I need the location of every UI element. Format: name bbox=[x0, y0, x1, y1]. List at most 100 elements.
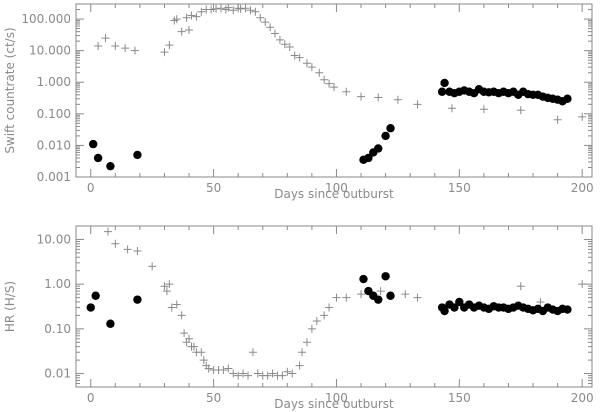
x-tick-label: 200 bbox=[571, 391, 594, 405]
data-point-plus bbox=[229, 6, 238, 15]
data-point-circle bbox=[563, 305, 572, 314]
data-point-circle bbox=[106, 319, 115, 328]
data-point-plus bbox=[283, 367, 292, 376]
x-tick-label: 100 bbox=[325, 181, 348, 195]
y-axis-label: Swift countrate (ct/s) bbox=[3, 27, 17, 153]
plot-frame bbox=[75, 225, 593, 388]
data-point-plus bbox=[295, 361, 304, 370]
data-point-circle bbox=[450, 303, 459, 312]
data-point-plus bbox=[224, 364, 233, 373]
x-tick-label: 0 bbox=[87, 391, 95, 405]
data-point-circle bbox=[374, 295, 383, 304]
data-point-plus bbox=[447, 104, 456, 113]
data-point-plus bbox=[172, 300, 181, 309]
data-point-circle bbox=[563, 94, 572, 103]
data-point-plus bbox=[302, 338, 311, 347]
series-plus-markers bbox=[103, 227, 587, 380]
data-point-plus bbox=[342, 293, 351, 302]
y-tick-label: 1.00 bbox=[44, 277, 71, 291]
data-point-circle bbox=[437, 87, 447, 96]
x-tick-label: 150 bbox=[448, 391, 471, 405]
data-point-plus bbox=[325, 79, 334, 88]
data-point-circle bbox=[86, 303, 95, 312]
data-point-plus bbox=[374, 93, 383, 102]
data-point-plus bbox=[177, 311, 186, 320]
data-point-plus bbox=[280, 40, 289, 49]
data-point-circle bbox=[381, 272, 390, 281]
data-point-plus bbox=[189, 342, 198, 351]
data-point-circle bbox=[89, 139, 98, 149]
data-point-plus bbox=[275, 35, 284, 44]
data-point-plus bbox=[111, 239, 120, 248]
data-point-plus bbox=[330, 83, 338, 92]
data-point-plus bbox=[94, 42, 103, 51]
data-point-plus bbox=[263, 371, 272, 380]
data-point-plus bbox=[401, 290, 410, 299]
data-point-plus bbox=[320, 75, 329, 84]
series-filled-circles bbox=[89, 78, 572, 171]
x-axis-label: Days since outburst bbox=[274, 397, 394, 411]
data-point-circle bbox=[133, 295, 142, 304]
data-point-plus bbox=[357, 92, 366, 101]
data-point-circle bbox=[364, 153, 373, 163]
y-axis-label: HR (H/S) bbox=[3, 281, 17, 332]
x-tick-label: 0 bbox=[87, 181, 95, 195]
data-point-plus bbox=[239, 369, 248, 378]
data-point-circle bbox=[386, 291, 395, 300]
data-point-circle bbox=[386, 124, 395, 133]
data-point-plus bbox=[553, 115, 562, 124]
data-point-plus bbox=[479, 105, 488, 114]
data-point-plus bbox=[199, 356, 208, 365]
data-point-plus bbox=[241, 4, 250, 13]
data-point-plus bbox=[256, 13, 265, 22]
y-tick-label: 0.01 bbox=[44, 367, 71, 381]
data-point-plus bbox=[192, 12, 201, 21]
x-tick-label: 50 bbox=[206, 181, 221, 195]
data-point-plus bbox=[185, 26, 194, 35]
data-point-plus bbox=[246, 6, 255, 15]
y-tick-label: 0.010 bbox=[37, 138, 71, 152]
data-point-plus bbox=[172, 15, 181, 24]
data-point-plus bbox=[295, 53, 304, 62]
data-point-plus bbox=[216, 4, 225, 13]
data-point-plus bbox=[307, 324, 316, 333]
data-point-plus bbox=[342, 87, 351, 96]
data-point-plus bbox=[516, 282, 525, 291]
data-point-plus bbox=[162, 287, 171, 296]
data-point-plus bbox=[103, 227, 112, 236]
y-tick-label: 10.00 bbox=[37, 232, 71, 246]
data-point-plus bbox=[165, 41, 174, 50]
y-tick-label: 100.000 bbox=[21, 12, 71, 26]
y-tick-label: 0.10 bbox=[44, 322, 71, 336]
x-tick-label: 100 bbox=[325, 391, 348, 405]
data-point-plus bbox=[197, 7, 206, 16]
data-point-plus bbox=[197, 348, 206, 357]
data-point-plus bbox=[185, 334, 194, 343]
data-point-plus bbox=[290, 51, 299, 60]
data-point-plus bbox=[165, 280, 174, 289]
data-point-plus bbox=[315, 68, 324, 77]
data-point-plus bbox=[271, 29, 280, 38]
data-point-plus bbox=[148, 262, 157, 271]
data-point-circle bbox=[440, 78, 449, 88]
data-point-plus bbox=[413, 293, 422, 302]
x-tick-label: 50 bbox=[206, 391, 221, 405]
panel-countrate: 0 50 100 150 200 0.001 0.010 0.100 1.000 10.000 10… bbox=[3, 3, 594, 201]
data-point-plus bbox=[111, 42, 120, 51]
data-point-plus bbox=[123, 245, 132, 254]
data-point-circle bbox=[440, 306, 449, 316]
data-point-plus bbox=[357, 290, 366, 299]
data-point-plus bbox=[160, 48, 169, 57]
data-point-plus bbox=[101, 34, 110, 43]
data-point-plus bbox=[393, 95, 402, 104]
y-tick-label: 0.001 bbox=[37, 170, 71, 184]
data-point-plus bbox=[224, 3, 233, 12]
data-point-plus bbox=[130, 46, 139, 55]
data-point-plus bbox=[516, 106, 525, 115]
data-point-plus bbox=[288, 369, 297, 378]
data-point-plus bbox=[307, 63, 316, 72]
x-tick-label: 200 bbox=[571, 181, 594, 195]
data-point-plus bbox=[133, 247, 142, 256]
data-point-circle bbox=[106, 161, 115, 171]
